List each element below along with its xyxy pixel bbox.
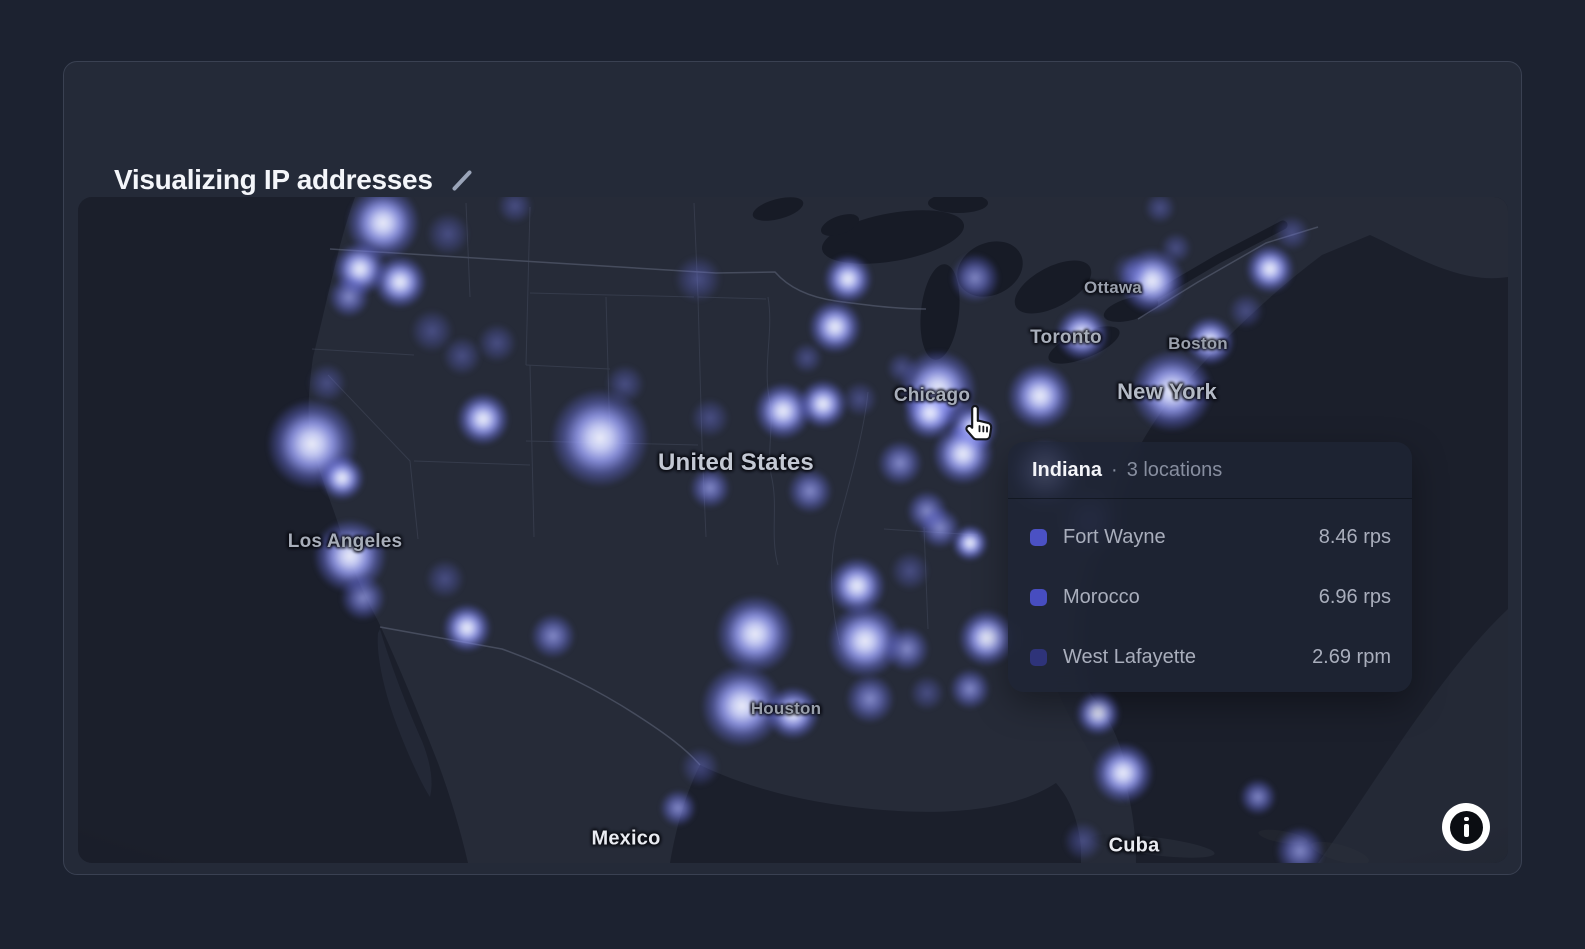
tooltip-separator: · bbox=[1111, 458, 1118, 481]
heat-blob bbox=[959, 610, 1015, 666]
heat-blob bbox=[374, 256, 426, 308]
heat-blob bbox=[920, 508, 960, 548]
heat-blob bbox=[1274, 215, 1310, 251]
tooltip-row: Morocco 6.96 rps bbox=[1008, 567, 1412, 627]
heat-blob bbox=[1186, 317, 1234, 365]
heat-blob bbox=[307, 363, 347, 403]
heat-blob bbox=[933, 424, 993, 484]
heat-blob bbox=[1144, 197, 1176, 224]
location-name: West Lafayette bbox=[1063, 645, 1197, 668]
heat-blob bbox=[799, 380, 847, 428]
heat-blob bbox=[1063, 821, 1103, 861]
heat-blob bbox=[531, 614, 575, 658]
tooltip-region-name: Indiana bbox=[1032, 458, 1103, 481]
heat-blob bbox=[909, 675, 945, 711]
tooltip-header: Indiana · 3 locations bbox=[1008, 442, 1412, 499]
heat-blob bbox=[1132, 351, 1212, 431]
ip-heatmap[interactable]: Ottawa Toronto Boston New York Chicago Los An… bbox=[78, 197, 1508, 863]
location-swatch bbox=[1030, 648, 1047, 666]
heat-blob bbox=[900, 351, 976, 427]
heat-blob bbox=[1160, 232, 1192, 264]
tooltip-rows: Fort Wayne 8.46 rps Morocco 6.96 rps Wes… bbox=[1008, 499, 1412, 687]
heat-blob bbox=[1112, 253, 1148, 289]
heat-blob bbox=[842, 381, 878, 417]
heat-blob bbox=[846, 675, 894, 723]
heat-blob bbox=[829, 605, 901, 677]
card-title: Visualizing IP addresses bbox=[114, 164, 433, 195]
heat-blob bbox=[426, 212, 470, 256]
heat-blob bbox=[680, 747, 720, 787]
heat-blob bbox=[347, 197, 419, 259]
heat-blob bbox=[1228, 293, 1264, 329]
heat-blob bbox=[410, 309, 454, 353]
heat-blob bbox=[907, 491, 947, 531]
location-value: 6.96 rps bbox=[1318, 585, 1391, 608]
heat-blob bbox=[886, 352, 918, 384]
heat-blob bbox=[767, 687, 819, 739]
location-swatch bbox=[1030, 588, 1047, 606]
heat-blob bbox=[1076, 691, 1120, 735]
heat-blob bbox=[1008, 364, 1072, 428]
info-button[interactable] bbox=[1442, 803, 1490, 851]
heat-blob bbox=[334, 243, 386, 295]
heat-blob bbox=[788, 469, 832, 513]
heat-blob bbox=[1246, 245, 1294, 293]
location-value: 8.46 rps bbox=[1318, 525, 1391, 548]
heat-blob bbox=[791, 342, 823, 374]
tooltip-row: West Lafayette 2.69 rpm bbox=[1008, 627, 1412, 687]
heat-blob bbox=[1120, 249, 1184, 313]
tooltip-row: Fort Wayne 8.46 rps bbox=[1008, 507, 1412, 567]
heat-blob bbox=[320, 456, 364, 500]
heat-blob bbox=[552, 390, 648, 486]
heat-blob bbox=[457, 393, 509, 445]
heat-blob bbox=[952, 525, 988, 561]
heat-blob bbox=[1276, 827, 1324, 863]
heat-blob bbox=[824, 255, 872, 303]
heat-blob bbox=[341, 576, 385, 620]
heat-blob bbox=[268, 400, 356, 488]
heat-blob bbox=[690, 468, 730, 508]
heat-blob bbox=[1093, 743, 1153, 803]
heat-blob bbox=[690, 398, 730, 438]
tooltip-location-count: 3 locations bbox=[1126, 458, 1223, 481]
card-header: Visualizing IP addresses bbox=[114, 164, 475, 196]
info-icon bbox=[1449, 810, 1483, 844]
location-name: Fort Wayne bbox=[1063, 525, 1166, 548]
heat-blob bbox=[674, 255, 722, 303]
heat-blob bbox=[442, 336, 482, 376]
heat-blob bbox=[878, 441, 922, 485]
heat-blob bbox=[702, 666, 782, 746]
location-name: Morocco bbox=[1063, 585, 1140, 608]
heat-blob bbox=[1056, 308, 1108, 360]
heat-blob bbox=[329, 277, 369, 317]
pencil-icon bbox=[450, 168, 474, 192]
location-swatch bbox=[1030, 528, 1047, 546]
edit-title-button[interactable] bbox=[449, 167, 475, 193]
heat-blob bbox=[660, 790, 696, 826]
heat-blob bbox=[890, 551, 930, 591]
heat-blob bbox=[477, 323, 517, 363]
visualization-card: Visualizing IP addresses bbox=[63, 61, 1522, 875]
heat-blob bbox=[829, 558, 885, 614]
heat-blob bbox=[605, 364, 645, 404]
heat-blob bbox=[904, 387, 956, 439]
heat-blob bbox=[951, 254, 999, 302]
heat-blob bbox=[425, 559, 465, 599]
heat-blob bbox=[314, 520, 386, 592]
heat-blob bbox=[717, 596, 793, 672]
heat-blob bbox=[809, 301, 861, 353]
region-tooltip: Indiana · 3 locations Fort Wayne 8.46 rp… bbox=[1008, 442, 1412, 692]
location-value: 2.69 rpm bbox=[1312, 645, 1391, 668]
heat-blob bbox=[1240, 779, 1276, 815]
heat-blob bbox=[497, 197, 533, 224]
heat-blob bbox=[755, 383, 811, 439]
heat-blob bbox=[950, 669, 990, 709]
heat-blob bbox=[949, 404, 997, 452]
heat-blob bbox=[443, 604, 491, 652]
heat-blob bbox=[885, 627, 929, 671]
